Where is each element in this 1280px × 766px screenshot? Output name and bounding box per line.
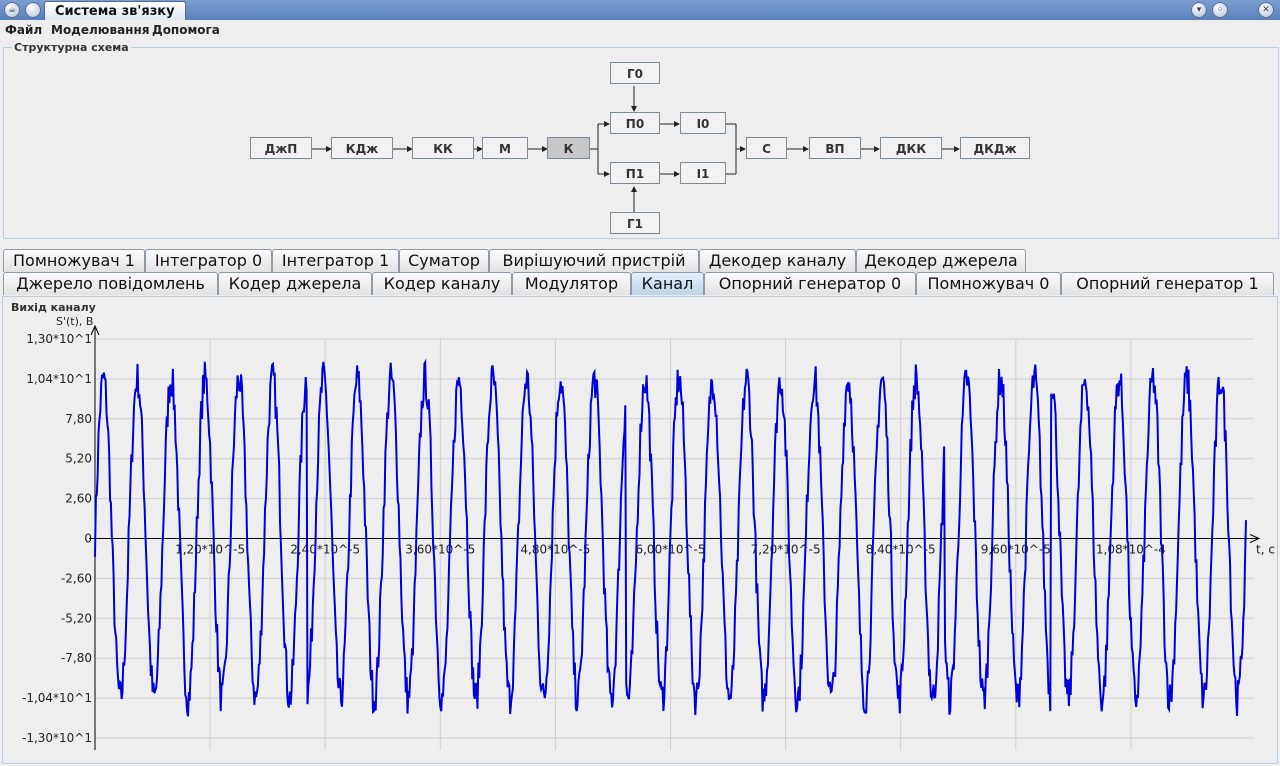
pin-icon[interactable]	[25, 2, 41, 18]
block-channel[interactable]: К	[547, 137, 590, 159]
tab-row-bottom: Джерело повідомлень Кодер джерела Кодер …	[0, 272, 1280, 295]
y-tick-label: -7,80	[61, 651, 92, 665]
close-icon[interactable]: ✕	[1258, 2, 1274, 18]
tab-integrator-1[interactable]: Інтегратор 1	[272, 249, 399, 272]
block-generator-0[interactable]: Г0	[610, 62, 660, 84]
chart-panel-title: Вихід каналу	[11, 301, 96, 314]
tab-channel[interactable]: Канал	[631, 272, 704, 295]
y-tick-label: -2,60	[61, 571, 92, 585]
tab-integrator-0[interactable]: Інтегратор 0	[145, 249, 272, 272]
y-axis-label: S'(t), В	[56, 315, 93, 328]
block-adder[interactable]: С	[746, 137, 787, 159]
x-tick-label: 1,20*10^-5	[175, 543, 245, 557]
x-tick-label: 3,60*10^-5	[405, 543, 475, 557]
y-tick-label: 7,80	[65, 412, 92, 426]
tab-decision-device[interactable]: Вирішуючий пристрій	[489, 249, 699, 272]
block-multiplier-1[interactable]: П1	[610, 162, 660, 184]
block-source[interactable]: ДжП	[250, 137, 312, 159]
app-menu-icon[interactable]: ☕	[4, 2, 20, 18]
tab-reference-generator-1[interactable]: Опорний генератор 1	[1061, 272, 1274, 295]
panel-title: Структурна схема	[12, 41, 131, 54]
y-tick-label: 0	[84, 532, 92, 546]
block-integrator-0[interactable]: І0	[680, 112, 726, 134]
y-tick-label: 2,60	[65, 492, 92, 506]
x-tick-label: 8,40*10^-5	[866, 543, 936, 557]
y-tick-label: 1,30*10^1	[26, 332, 92, 346]
tab-source-coder[interactable]: Кодер джерела	[218, 272, 372, 295]
tab-message-source[interactable]: Джерело повідомлень	[3, 272, 218, 295]
block-integrator-1[interactable]: І1	[680, 162, 726, 184]
x-tick-label: 1,08*10^-4	[1096, 543, 1166, 557]
channel-output-panel: Вихід каналу 1,30*10^1 1,04*10^1 7,80 5,20 2…	[2, 296, 1278, 764]
x-tick-label: 4,80*10^-5	[520, 543, 590, 557]
y-tick-label: -1,30*10^1	[22, 731, 92, 745]
structure-scheme-panel: Структурна схема	[3, 41, 1279, 239]
x-axis-label: t, c	[1256, 543, 1275, 557]
channel-output-chart: 1,30*10^1 1,04*10^1 7,80 5,20 2,60 0 -2,60 -5,2…	[22, 315, 1275, 750]
signal-line	[94, 358, 1247, 717]
tab-reference-generator-0[interactable]: Опорний генератор 0	[704, 272, 916, 295]
menu-bar: Файл Моделювання Допомога	[0, 20, 1280, 40]
x-tick-label: 9,60*10^-5	[981, 543, 1051, 557]
block-decision-device[interactable]: ВП	[809, 137, 861, 159]
y-tick-label: -1,04*10^1	[22, 691, 92, 705]
block-source-coder[interactable]: КДж	[331, 137, 393, 159]
tab-channel-decoder[interactable]: Декодер каналу	[699, 249, 856, 272]
tab-channel-coder[interactable]: Кодер каналу	[372, 272, 512, 295]
menu-file[interactable]: Файл	[5, 23, 43, 37]
y-tick-label: -5,20	[61, 611, 92, 625]
x-tick-label: 7,20*10^-5	[751, 543, 821, 557]
block-modulator[interactable]: М	[482, 137, 528, 159]
title-bar: ☕ Система зв'язку ▾ ◦ ✕	[0, 0, 1280, 21]
maximize-icon[interactable]: ◦	[1212, 2, 1228, 18]
block-multiplier-0[interactable]: П0	[610, 112, 660, 134]
block-channel-decoder[interactable]: ДКК	[880, 137, 942, 159]
tab-row-top: Помножувач 1 Інтегратор 0 Інтегратор 1 С…	[0, 249, 1280, 272]
window-title: Система зв'язку	[44, 1, 186, 21]
block-channel-coder[interactable]: КК	[412, 137, 474, 159]
tab-multiplier-1[interactable]: Помножувач 1	[3, 249, 145, 272]
tab-source-decoder[interactable]: Декодер джерела	[856, 249, 1026, 272]
tab-modulator[interactable]: Модулятор	[512, 272, 631, 295]
menu-help[interactable]: Допомога	[152, 23, 220, 37]
tab-multiplier-0[interactable]: Помножувач 0	[916, 272, 1061, 295]
block-source-decoder[interactable]: ДКДж	[960, 137, 1030, 159]
x-axis-arrow	[1249, 534, 1261, 543]
block-generator-1[interactable]: Г1	[610, 212, 660, 234]
tab-adder[interactable]: Суматор	[399, 249, 489, 272]
y-axis-arrow	[90, 324, 100, 336]
y-tick-label: 1,04*10^1	[26, 372, 92, 386]
menu-modeling[interactable]: Моделювання	[51, 23, 150, 37]
minimize-icon[interactable]: ▾	[1191, 2, 1207, 18]
scheme-wires	[312, 86, 960, 212]
y-tick-label: 5,20	[65, 452, 92, 466]
